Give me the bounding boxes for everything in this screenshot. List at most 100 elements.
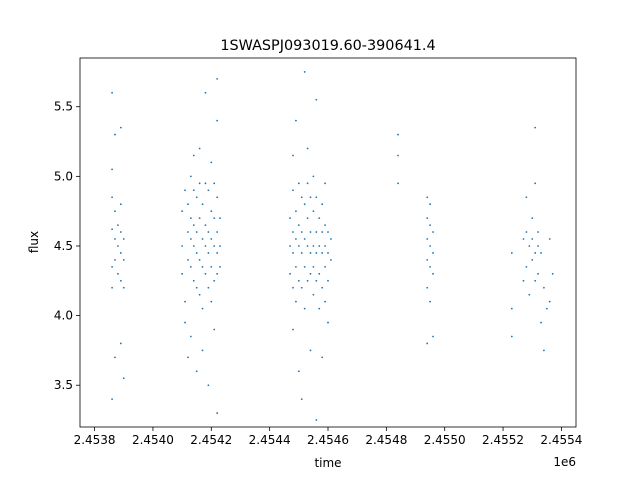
data-point (551, 272, 554, 275)
data-point (543, 286, 545, 289)
data-point (327, 279, 329, 282)
x-tick-label: 2.4546 (307, 433, 349, 447)
data-point (426, 238, 429, 240)
data-point (114, 259, 116, 261)
data-point (201, 265, 204, 268)
data-point (192, 224, 195, 226)
data-point (216, 77, 219, 80)
data-point (297, 224, 300, 226)
data-point (540, 321, 542, 324)
data-point (111, 286, 113, 289)
data-point (309, 196, 312, 199)
data-point (111, 398, 113, 401)
x-tick-label: 2.4550 (424, 433, 466, 447)
data-point (216, 272, 219, 275)
data-point (543, 349, 545, 352)
data-point (111, 91, 113, 94)
data-point (531, 238, 534, 240)
data-point (324, 245, 326, 247)
data-point (525, 265, 528, 268)
data-point (207, 252, 210, 254)
x-axis-offset-label: 1e6 (553, 455, 576, 469)
data-point (525, 196, 528, 199)
data-point (297, 279, 300, 282)
data-point (297, 245, 300, 247)
data-point (306, 279, 309, 282)
data-point (216, 196, 219, 199)
data-point (204, 182, 207, 185)
y-axis: 3.5 4.0 4.5 5.0 5.5 (54, 100, 80, 392)
data-point (397, 154, 399, 157)
data-point (184, 321, 186, 324)
data-point (117, 224, 119, 226)
data-point (429, 245, 432, 247)
data-point (528, 245, 531, 247)
data-point (306, 182, 309, 185)
data-point (327, 321, 329, 324)
data-point (119, 203, 122, 206)
data-point (312, 265, 315, 268)
data-point (327, 231, 329, 233)
data-point (537, 231, 539, 233)
data-point (114, 238, 116, 240)
chart-title: 1SWASPJ093019.60-390641.4 (220, 38, 435, 54)
data-point (318, 272, 321, 275)
data-point (219, 217, 221, 220)
data-point (315, 196, 318, 199)
x-tick-label: 2.4542 (190, 433, 232, 447)
data-point (213, 217, 216, 220)
data-point (315, 419, 318, 421)
y-tick-label: 5.5 (54, 100, 73, 114)
data-point (312, 245, 315, 247)
data-point (318, 307, 321, 310)
data-point (189, 175, 192, 178)
data-point (198, 147, 201, 150)
data-point (306, 217, 309, 220)
data-point (122, 259, 125, 261)
data-point (318, 245, 321, 247)
data-point (122, 377, 125, 380)
data-point (432, 252, 434, 254)
data-point (195, 196, 198, 199)
data-point (216, 119, 219, 122)
data-point (534, 279, 537, 282)
data-point (219, 265, 221, 268)
data-point (297, 370, 300, 373)
data-point (295, 210, 297, 213)
data-point (309, 349, 312, 352)
data-point (111, 168, 113, 171)
data-point (204, 224, 207, 226)
data-point (195, 370, 198, 373)
data-point (184, 300, 186, 303)
data-point (522, 238, 525, 240)
y-axis-label: flux (27, 231, 41, 253)
data-point (327, 252, 329, 254)
data-point (207, 286, 210, 289)
x-axis: 2.4538 2.4540 2.4542 2.4544 2.4546 2.4548 2.45… (74, 427, 582, 447)
data-point (213, 182, 216, 185)
data-point (534, 182, 537, 185)
data-point (204, 272, 207, 275)
data-point (324, 300, 326, 303)
data-point (315, 98, 318, 101)
data-point (321, 231, 324, 233)
data-point (295, 119, 297, 122)
data-point (397, 133, 399, 136)
data-point (216, 231, 219, 233)
data-point (117, 245, 119, 247)
data-point (119, 252, 122, 254)
data-point (321, 356, 324, 359)
data-point (192, 279, 195, 282)
x-tick-label: 2.4544 (249, 433, 291, 447)
data-point (306, 147, 309, 150)
data-point (111, 265, 113, 268)
x-tick-label: 2.4548 (365, 433, 407, 447)
data-point (545, 307, 548, 310)
data-point (324, 224, 326, 226)
data-point (531, 217, 534, 220)
data-point (216, 252, 219, 254)
data-point (198, 259, 201, 261)
data-point (189, 335, 192, 338)
data-point (426, 196, 429, 199)
